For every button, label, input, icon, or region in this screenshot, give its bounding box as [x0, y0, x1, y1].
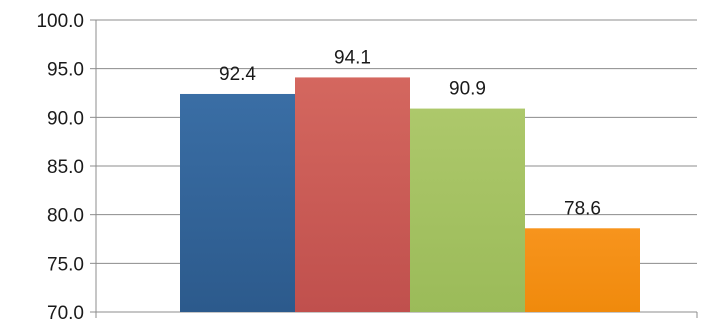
data-label-3: 90.9: [449, 79, 486, 100]
y-tick-label: 75.0: [47, 254, 84, 275]
data-label-2: 94.1: [334, 47, 371, 68]
data-label-1: 92.4: [219, 64, 256, 85]
bar-2: [295, 77, 410, 312]
y-tick-label: 80.0: [47, 206, 84, 227]
y-tick-label: 95.0: [47, 60, 84, 81]
data-labels: 92.4 94.1 90.9 78.6: [219, 47, 601, 219]
bars: [180, 77, 640, 313]
bar-3: [410, 108, 525, 312]
y-tick-label: 100.0: [36, 11, 84, 32]
y-tick-label: 90.0: [47, 108, 84, 129]
bar-4: [525, 228, 640, 312]
data-label-4: 78.6: [564, 198, 601, 219]
bar-1: [180, 93, 295, 313]
y-tick-label: 85.0: [47, 157, 84, 178]
y-tick-label: 70.0: [47, 303, 84, 324]
y-axis-tick-labels: 70.0 75.0 80.0 85.0 90.0 95.0 100.0: [36, 11, 84, 324]
